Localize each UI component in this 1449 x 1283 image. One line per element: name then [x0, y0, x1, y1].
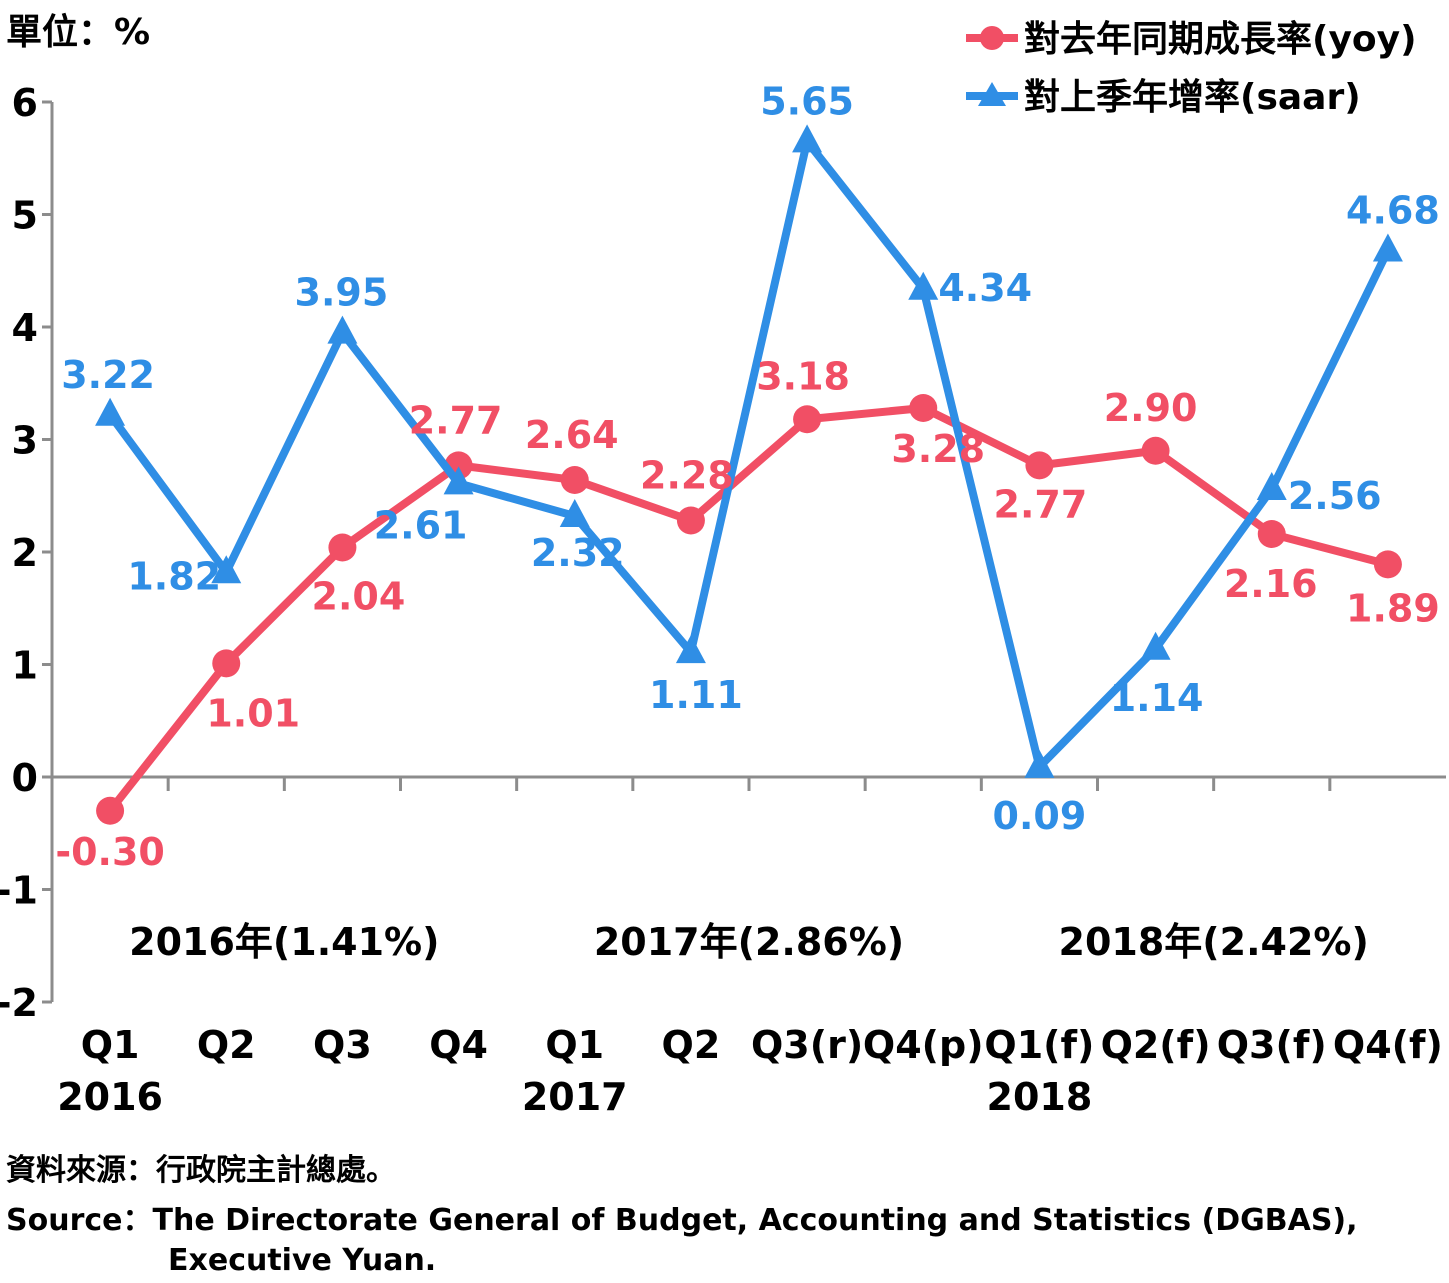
- data-label: 2.28: [640, 454, 734, 498]
- data-label: -0.30: [55, 830, 165, 874]
- period-annotation: 2018年(2.42%): [1059, 920, 1369, 964]
- data-label: 1.82: [127, 554, 221, 598]
- data-point: [1140, 631, 1171, 660]
- data-point: [1141, 436, 1170, 465]
- data-label: 0.09: [993, 794, 1087, 838]
- data-point: [328, 533, 357, 562]
- x-tick-label: Q1: [81, 1023, 140, 1067]
- data-label: 2.77: [994, 482, 1088, 526]
- source-en-cont: Executive Yuan.: [168, 1243, 437, 1278]
- y-tick-label: 2: [12, 531, 38, 575]
- data-label: 3.95: [295, 271, 389, 315]
- data-label: 1.01: [206, 691, 300, 735]
- data-label: 1.11: [649, 673, 743, 717]
- data-label: 2.16: [1224, 562, 1318, 606]
- data-point: [1372, 233, 1403, 262]
- data-point: [1373, 550, 1402, 579]
- y-tick-label: 6: [12, 81, 38, 125]
- unit-label: 單位：%: [6, 12, 150, 53]
- data-point: [676, 506, 705, 535]
- line-chart: 單位：% 對去年同期成長率(yoy) 對上季年增率(saar) -2 -1 0 1 2 3…: [0, 12, 1446, 1119]
- period-annotation: 2016年(1.41%): [129, 920, 439, 964]
- x-tick-label: Q4: [429, 1023, 488, 1067]
- data-point: [212, 649, 241, 678]
- data-point: [95, 397, 126, 426]
- source-en: Source：The Directorate General of Budget…: [6, 1203, 1358, 1238]
- data-point: [909, 394, 938, 422]
- legend-item-saar: 對上季年增率(saar): [966, 77, 1361, 118]
- x-year-label: 2017: [522, 1075, 628, 1119]
- data-point: [793, 405, 822, 434]
- period-annotations: 2016年(1.41%) 2017年(2.86%) 2018年(2.42%): [129, 920, 1369, 964]
- data-label: 5.65: [760, 79, 854, 123]
- period-annotation: 2017年(2.86%): [594, 920, 904, 964]
- data-point: [675, 635, 706, 664]
- series-layer: [95, 124, 1403, 825]
- x-tick-label: Q1: [545, 1023, 604, 1067]
- data-point: [792, 124, 823, 153]
- y-tick-label: 1: [12, 644, 38, 688]
- data-point: [1256, 472, 1287, 500]
- y-tick-label: 0: [12, 756, 38, 800]
- data-label: 2.04: [312, 575, 406, 619]
- data-point: [443, 466, 474, 495]
- data-point: [559, 499, 590, 527]
- x-tick-label: Q2: [662, 1023, 721, 1067]
- source-zh: 資料來源：行政院主計總處。: [6, 1153, 396, 1188]
- data-labels: -0.301.012.042.77 2.642.283.183.282.772.9…: [55, 79, 1439, 873]
- x-tick-label: Q3(r): [751, 1023, 863, 1067]
- x-tick-label: Q2(f): [1101, 1023, 1211, 1067]
- data-label: 4.34: [938, 266, 1032, 310]
- data-point: [96, 796, 125, 825]
- x-year-label: 2018: [987, 1075, 1093, 1119]
- data-label: 1.14: [1110, 676, 1204, 720]
- data-label: 2.64: [525, 413, 619, 457]
- data-point: [1025, 451, 1054, 480]
- data-point: [1257, 520, 1286, 548]
- x-tick-label: Q3(f): [1217, 1023, 1327, 1067]
- data-label: 2.77: [409, 398, 503, 442]
- y-tick-label: -2: [0, 981, 38, 1025]
- y-tick-label: -1: [0, 869, 38, 913]
- y-tick-label: 4: [12, 306, 38, 350]
- legend-marker-yoy: [980, 26, 1004, 50]
- data-point: [327, 315, 358, 344]
- x-tick-label: Q4(p): [863, 1023, 984, 1067]
- y-tick-label: 3: [12, 419, 38, 463]
- series-line: [106, 137, 1392, 771]
- y-tick-label: 5: [12, 194, 38, 238]
- data-point: [560, 466, 589, 494]
- x-tick-label: Q1(f): [984, 1023, 1094, 1067]
- x-tick-label: Q4(f): [1333, 1023, 1443, 1067]
- data-label: 4.68: [1346, 189, 1440, 233]
- series-line: [106, 404, 1389, 814]
- data-label: 2.61: [374, 503, 468, 547]
- data-label: 2.90: [1104, 386, 1198, 430]
- legend-marker-saar: [978, 82, 1006, 106]
- data-point: [1024, 749, 1055, 778]
- data-label: 3.22: [61, 353, 155, 397]
- legend-label-saar: 對上季年增率(saar): [1024, 77, 1361, 118]
- x-tick-label: Q2: [197, 1023, 256, 1067]
- data-label: 2.56: [1288, 474, 1382, 518]
- data-label: 2.32: [531, 531, 625, 575]
- data-point: [211, 555, 242, 584]
- axes: -2 -1 0 1 2 3 4 5 6: [0, 81, 1446, 1025]
- legend-label-yoy: 對去年同期成長率(yoy): [1024, 19, 1417, 60]
- data-point: [908, 271, 939, 300]
- x-tick-label: Q3: [313, 1023, 372, 1067]
- x-year-label: 2016: [57, 1075, 163, 1119]
- data-label: 3.18: [756, 354, 850, 398]
- data-label: 3.28: [891, 427, 985, 471]
- legend-item-yoy: 對去年同期成長率(yoy): [966, 19, 1417, 60]
- legend: 對去年同期成長率(yoy) 對上季年增率(saar): [966, 19, 1417, 118]
- data-label: 1.89: [1346, 586, 1440, 630]
